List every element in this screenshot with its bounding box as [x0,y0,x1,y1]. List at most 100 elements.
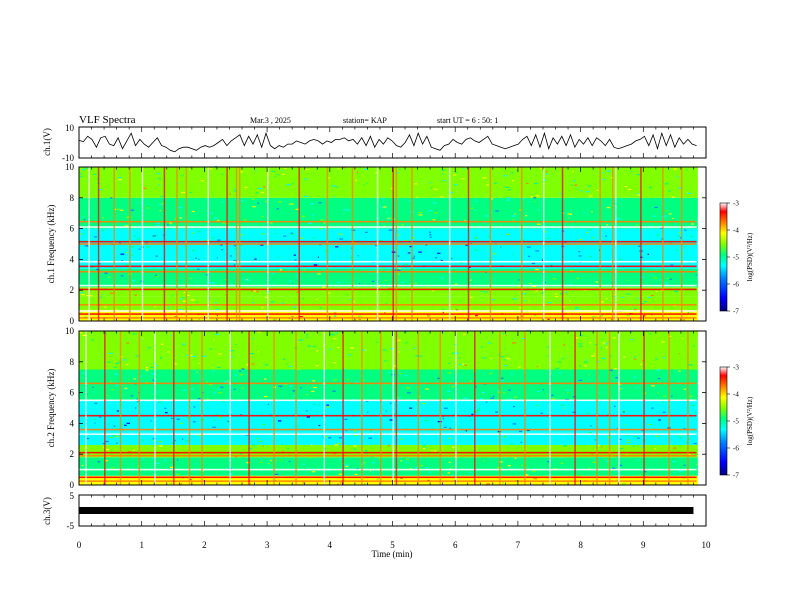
spectrogram-texture [449,331,451,333]
spectrogram-texture [220,244,223,246]
spectrogram-texture [419,464,423,467]
spectrogram-texture [682,252,684,254]
spectrogram-texture [588,195,593,197]
spectrogram-texture [166,343,169,346]
spectrogram-texture [535,195,540,197]
spectrogram-texture [371,462,376,464]
spectrogram-texture [619,448,624,450]
spectrogram-texture [267,403,270,405]
spectrogram-texture [263,351,265,353]
spectrogram-texture [654,206,658,209]
spectrogram-texture [156,225,161,227]
spectrogram-texture [442,311,444,313]
spectrogram-texture [648,423,652,425]
spectrogram-texture [578,251,581,253]
spectrogram-texture [581,214,585,217]
spectrogram-texture [585,389,587,391]
spectrogram-line [79,428,697,431]
spectrogram-texture [159,210,162,212]
spectrogram-texture [516,286,520,288]
spectrogram-texture [651,302,655,305]
spectrogram-texture [326,406,331,408]
spectrogram-texture [589,255,592,258]
spectrogram-texture [293,254,296,256]
spectrogram-texture [595,281,599,283]
spectrogram-texture [664,282,669,284]
spectrogram-texture [286,466,290,468]
spectrogram-texture [563,407,566,409]
spectrogram-texture [246,462,250,464]
spectrogram-burst [439,331,442,485]
spectrogram-burst [273,331,275,485]
spectrogram-texture [80,439,83,441]
spectrogram-texture [688,364,692,366]
spectrogram-texture [295,208,299,210]
spectrogram-texture [365,231,368,233]
spectrogram-texture [448,362,451,364]
spectrogram-texture [451,386,455,388]
spectrogram-texture [267,463,270,465]
spectrogram-texture [621,199,623,201]
spectrogram-texture [117,177,122,179]
spectrogram-texture [390,206,393,208]
spectrogram-texture [301,215,306,217]
spectrogram-texture [282,450,284,453]
spectrogram-texture [358,315,362,317]
spectrogram-texture [116,430,120,433]
ch1-ytick-bottom: -10 [62,153,74,163]
spectrogram-texture [470,207,474,209]
spectrogram-texture [212,370,215,372]
spectrogram-texture [229,255,232,257]
spectrogram-texture [299,237,304,239]
spectrogram-burst [680,167,683,321]
spectrogram-texture [124,388,127,390]
spectrogram-texture [661,401,665,404]
spectrogram-texture [435,319,439,321]
spectrogram-texture [174,363,177,365]
spectrogram-texture [597,361,600,363]
spectrogram-burst [392,167,394,321]
spectrogram-texture [613,405,616,407]
spectrogram-texture [619,464,623,466]
spectrogram-texture [132,449,135,451]
spectrogram-texture [694,411,697,414]
spectrogram-texture [494,182,498,184]
ch2-colorbar-gradient [719,366,728,476]
spectrogram-texture [512,180,514,182]
spectrogram-texture [230,478,234,480]
spectrogram-texture [384,360,387,362]
spectrogram-texture [582,302,584,304]
spectrogram-texture [150,255,153,257]
spectrogram-texture [242,376,245,378]
spectrogram-texture [400,438,403,440]
spectrogram-texture [161,203,164,205]
spectrogram-texture [215,413,218,415]
spectrogram-texture [273,283,275,286]
spectrogram-texture [689,395,693,397]
spectrogram-texture [522,197,525,200]
spectrogram-texture [458,194,460,196]
spectrogram-texture [631,439,636,441]
spectrogram-texture [233,388,236,390]
spectrogram-texture [102,217,105,219]
spectrogram-texture [405,342,408,344]
spectrogram-texture [97,461,101,463]
spectrogram-burst [455,331,457,485]
spectrogram-texture [315,384,318,386]
spectrogram-texture [376,478,380,480]
spectrogram-texture [579,365,581,367]
spectrogram-texture [344,418,348,421]
spectrogram-texture [192,232,194,234]
spectrogram-texture [687,192,689,194]
spectrogram-texture [577,332,579,335]
spectrogram-texture [563,445,567,447]
spectrogram-texture [481,282,486,284]
spectrogram-texture [190,464,194,466]
spectrogram-texture [329,348,332,350]
spectrogram-texture [592,385,597,387]
spectrogram-texture [232,341,236,344]
spectrogram-texture [482,291,485,293]
spectrogram-texture [132,279,135,282]
spectrogram-texture [625,434,630,436]
spectrogram-texture [209,282,214,284]
